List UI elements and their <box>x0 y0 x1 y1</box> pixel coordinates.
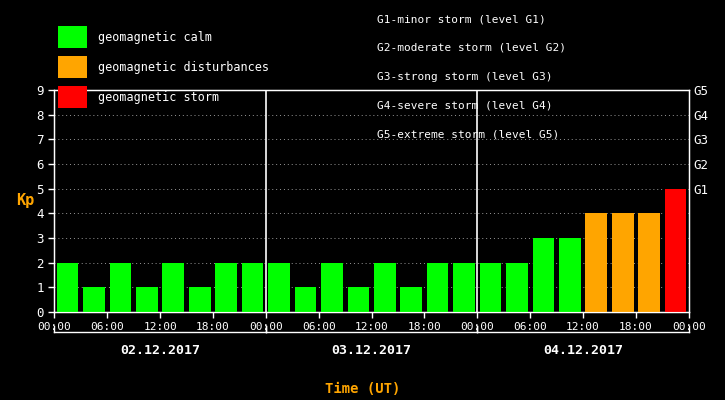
Bar <box>612 213 634 312</box>
Bar <box>294 287 316 312</box>
Text: 03.12.2017: 03.12.2017 <box>331 344 412 357</box>
Text: G2-moderate storm (level G2): G2-moderate storm (level G2) <box>377 43 566 53</box>
Text: G1-minor storm (level G1): G1-minor storm (level G1) <box>377 14 546 24</box>
Text: G4-severe storm (level G4): G4-severe storm (level G4) <box>377 100 552 110</box>
Text: 02.12.2017: 02.12.2017 <box>120 344 200 357</box>
Bar <box>480 263 502 312</box>
Bar <box>427 263 449 312</box>
Bar <box>268 263 290 312</box>
Bar <box>347 287 369 312</box>
Text: Time (UT): Time (UT) <box>325 382 400 396</box>
Text: G5-extreme storm (level G5): G5-extreme storm (level G5) <box>377 129 559 139</box>
Bar <box>162 263 184 312</box>
Bar <box>109 263 131 312</box>
Bar <box>533 238 554 312</box>
Bar <box>215 263 237 312</box>
Bar <box>453 263 475 312</box>
Text: geomagnetic disturbances: geomagnetic disturbances <box>98 60 269 74</box>
Bar <box>585 213 607 312</box>
Bar <box>321 263 343 312</box>
Bar <box>136 287 158 312</box>
Bar <box>638 213 660 312</box>
Text: geomagnetic storm: geomagnetic storm <box>98 90 219 104</box>
Bar <box>57 263 78 312</box>
Text: 04.12.2017: 04.12.2017 <box>543 344 623 357</box>
Bar <box>83 287 105 312</box>
Text: geomagnetic calm: geomagnetic calm <box>98 30 212 44</box>
Bar <box>241 263 263 312</box>
Bar <box>374 263 396 312</box>
Y-axis label: Kp: Kp <box>16 194 35 208</box>
Text: G3-strong storm (level G3): G3-strong storm (level G3) <box>377 72 552 82</box>
Bar <box>506 263 528 312</box>
Bar <box>559 238 581 312</box>
Bar <box>189 287 210 312</box>
Bar <box>400 287 422 312</box>
Bar <box>665 189 687 312</box>
